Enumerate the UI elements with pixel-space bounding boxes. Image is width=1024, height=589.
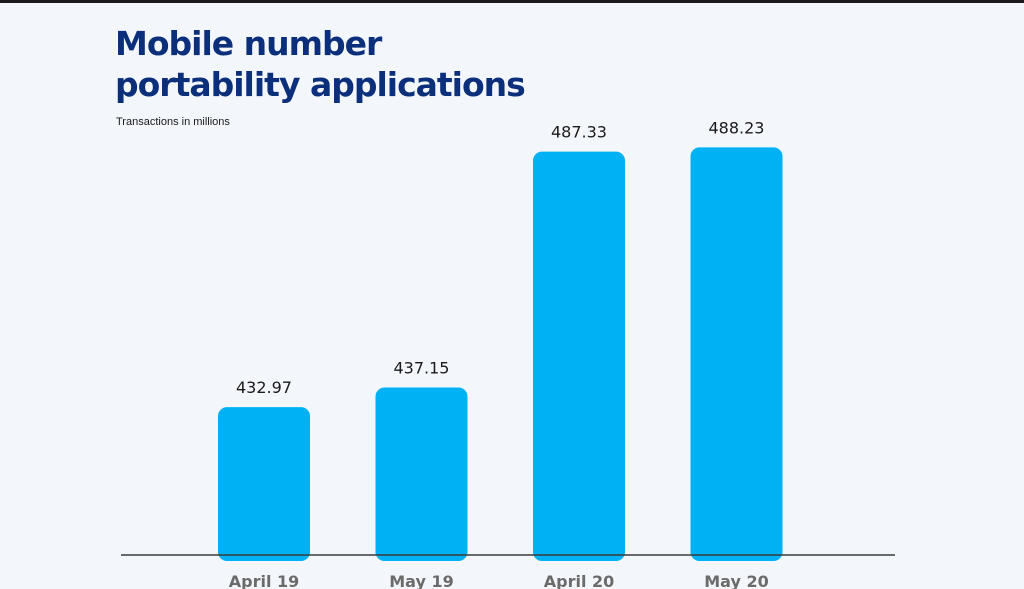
value-label: 432.97 [236,378,292,397]
bar-may-19 [375,387,468,561]
chart-title: Mobile number portability applications [115,24,526,104]
x-tick-label: April 20 [544,572,615,589]
x-tick-label: May 20 [704,572,769,589]
x-tick-label: May 19 [389,572,454,589]
x-tick-label: April 19 [229,572,300,589]
bar-april-19 [218,407,310,561]
value-label: 437.15 [394,358,450,377]
value-label: 487.33 [551,123,607,142]
bar-chart: 432.97 April 19 437.15 May 19 487.33 April 20… [121,118,895,589]
value-label: 488.23 [709,118,765,137]
bar-april-20 [533,151,625,561]
bar-may-20 [690,147,783,561]
chart-subtitle: Transactions in millions [116,116,230,128]
